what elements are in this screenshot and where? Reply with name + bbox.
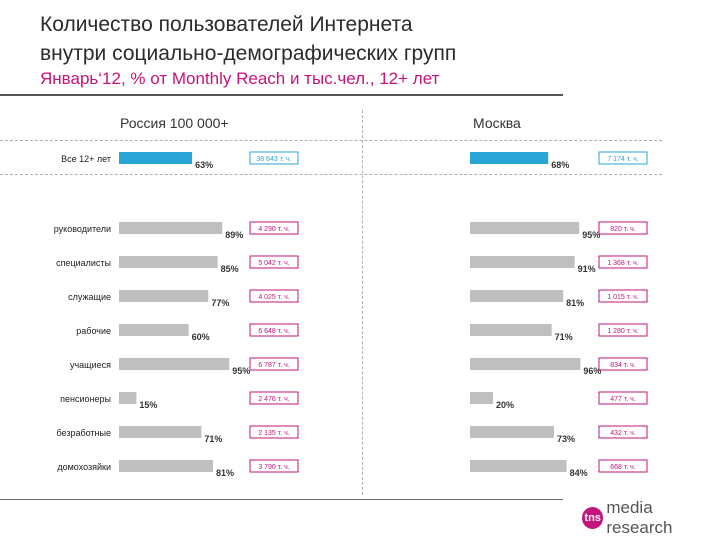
russia-value-label-5: 95% <box>232 366 250 376</box>
russia-users-box-7 <box>249 425 299 439</box>
russia-category-label-1: руководители <box>54 224 111 234</box>
russia-users-label-7: 2 135 т. ч. <box>258 430 289 437</box>
moscow-users-box-3 <box>598 289 648 303</box>
moscow-users-box-8 <box>598 459 648 473</box>
russia-users-box-0 <box>249 151 299 165</box>
russia-users-box-6 <box>249 391 299 405</box>
moscow-value-label-7: 73% <box>557 434 575 444</box>
russia-category-label-7: безработные <box>56 428 111 438</box>
russia-users-box-1 <box>249 221 299 235</box>
moscow-users-label-3: 1 015 т. ч. <box>607 294 638 301</box>
russia-users-label-4: 6 648 т. ч. <box>258 328 289 335</box>
russia-users-label-0: 38 643 т. ч. <box>256 156 291 163</box>
russia-bar-0 <box>119 152 193 164</box>
russia-users-box-4 <box>249 323 299 337</box>
moscow-value-label-0: 68% <box>551 160 569 170</box>
moscow-users-box-1 <box>598 221 648 235</box>
moscow-bar-3 <box>470 290 564 302</box>
russia-bar-3 <box>119 290 209 302</box>
moscow-value-label-5: 96% <box>583 366 601 376</box>
brand-logo: tns media research <box>582 498 720 537</box>
russia-category-label-3: служащие <box>68 292 111 302</box>
moscow-value-label-1: 95% <box>582 230 600 240</box>
brand-name: media research <box>606 498 673 537</box>
russia-bar-5 <box>119 358 230 370</box>
separator-top <box>0 140 662 141</box>
russia-category-label-0: Все 12+ лет <box>61 154 111 164</box>
russia-category-label-8: домохозяйки <box>57 462 111 472</box>
russia-bar-1 <box>119 222 223 234</box>
russia-value-label-6: 15% <box>139 400 157 410</box>
moscow-bar-8 <box>470 460 567 472</box>
moscow-value-label-2: 91% <box>578 264 596 274</box>
moscow-value-label-3: 81% <box>566 298 584 308</box>
russia-category-label-5: учащиеся <box>70 360 111 370</box>
moscow-users-label-1: 820 т. ч. <box>610 226 636 233</box>
russia-users-label-1: 4 290 т. ч. <box>258 226 289 233</box>
moscow-users-label-6: 477 т. ч. <box>610 396 636 403</box>
russia-users-box-5 <box>249 357 299 371</box>
moscow-users-box-6 <box>598 391 648 405</box>
panel-divider <box>362 110 363 495</box>
russia-users-box-8 <box>249 459 299 473</box>
moscow-value-label-8: 84% <box>570 468 588 478</box>
page-subtitle: Январь‘12, % от Monthly Reach и тыс.чел.… <box>40 69 440 88</box>
russia-category-label-4: рабочие <box>76 326 111 336</box>
moscow-value-label-6: 20% <box>496 400 514 410</box>
russia-value-label-8: 81% <box>216 468 234 478</box>
right-panel-title: Москва <box>473 115 521 131</box>
moscow-users-label-2: 1 368 т. ч. <box>607 260 638 267</box>
russia-users-label-2: 5 042 т. ч. <box>258 260 289 267</box>
moscow-users-box-4 <box>598 323 648 337</box>
title-line-2: внутри социально-демографических групп <box>40 42 457 65</box>
moscow-value-label-4: 71% <box>555 332 573 342</box>
russia-category-label-6: пенсионеры <box>60 394 111 404</box>
separator-total <box>0 174 662 175</box>
russia-users-box-3 <box>249 289 299 303</box>
moscow-users-label-8: 668 т. ч. <box>610 464 636 471</box>
moscow-users-label-7: 432 т. ч. <box>610 430 636 437</box>
russia-value-label-1: 89% <box>225 230 243 240</box>
moscow-bar-6 <box>470 392 493 404</box>
russia-bar-4 <box>119 324 189 336</box>
page-title: Количество пользователей Интернета внутр… <box>40 10 700 68</box>
russia-value-label-2: 85% <box>221 264 239 274</box>
moscow-bar-7 <box>470 426 554 438</box>
russia-users-label-8: 3 790 т. ч. <box>258 464 289 471</box>
moscow-users-label-5: 834 т. ч. <box>610 362 636 369</box>
moscow-users-box-0 <box>598 151 648 165</box>
russia-bar-6 <box>119 392 137 404</box>
title-line-1: Количество пользователей Интернета <box>40 13 413 36</box>
tns-logo-icon: tns <box>582 507 604 529</box>
moscow-users-label-0: 7 174 т. ч. <box>607 156 638 163</box>
russia-bar-2 <box>119 256 218 268</box>
moscow-users-box-7 <box>598 425 648 439</box>
left-panel-title: Россия 100 000+ <box>120 115 229 131</box>
moscow-bar-1 <box>470 222 580 234</box>
russia-value-label-0: 63% <box>195 160 213 170</box>
russia-users-label-3: 4 025 т. ч. <box>258 294 289 301</box>
russia-users-label-5: 6 787 т. ч. <box>258 362 289 369</box>
russia-users-box-2 <box>249 255 299 269</box>
moscow-bar-4 <box>470 324 552 336</box>
footer-divider <box>0 499 563 500</box>
moscow-users-box-2 <box>598 255 648 269</box>
moscow-bar-0 <box>470 152 549 164</box>
moscow-users-box-5 <box>598 357 648 371</box>
russia-value-label-4: 60% <box>192 332 210 342</box>
moscow-users-label-4: 1 280 т. ч. <box>607 328 638 335</box>
moscow-bar-2 <box>470 256 575 268</box>
header-divider <box>0 94 563 96</box>
russia-category-label-2: специалисты <box>56 258 111 268</box>
russia-value-label-3: 77% <box>211 298 229 308</box>
moscow-bar-5 <box>470 358 581 370</box>
russia-users-label-6: 2 476 т. ч. <box>258 396 289 403</box>
russia-bar-7 <box>119 426 202 438</box>
russia-value-label-7: 71% <box>204 434 222 444</box>
russia-bar-8 <box>119 460 213 472</box>
